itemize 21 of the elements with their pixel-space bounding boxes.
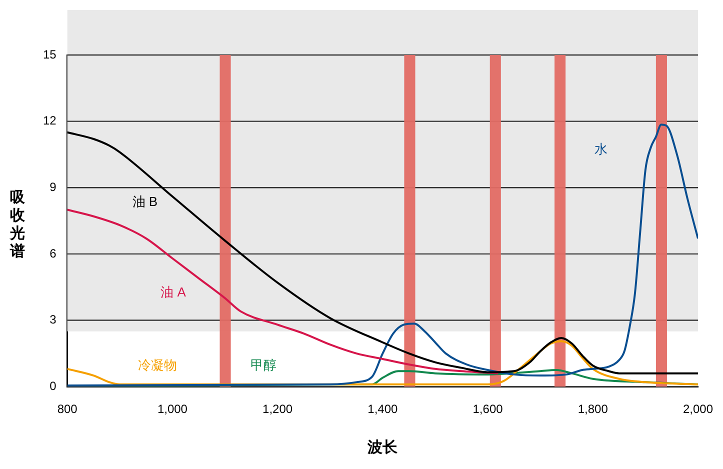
series-label: 油 A (160, 284, 186, 300)
x-axis-title: 波长 (366, 439, 399, 456)
x-tick-label: 1,000 (157, 402, 188, 416)
series-label: 甲醇 (250, 358, 276, 373)
y-axis-title: 吸收光谱 (10, 188, 26, 260)
text: 水 (594, 141, 608, 156)
y-tick-label: 15 (42, 47, 57, 62)
y-tick-label: 9 (50, 180, 57, 194)
y-tick-label: 3 (50, 312, 57, 327)
y-tick-label: 12 (42, 114, 57, 128)
line-series (67, 208, 500, 374)
x-tick-label: 1,800 (578, 402, 608, 416)
series-label: 油 B (132, 194, 158, 209)
x-tick-label: 1,400 (368, 402, 398, 416)
x-tick-label: 800 (57, 402, 78, 416)
y-tick-label: 6 (50, 246, 57, 260)
x-tick-label: 2,000 (682, 402, 714, 416)
x-tick-label: 1,200 (262, 402, 293, 416)
x-tick-label: 1,600 (472, 402, 504, 416)
y-tick-label: 0 (50, 378, 57, 393)
series-label: 冷凝物 (138, 358, 178, 373)
